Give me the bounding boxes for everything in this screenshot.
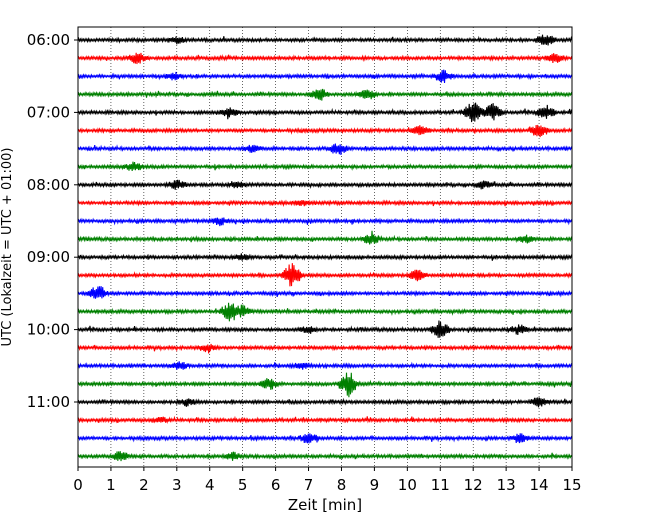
x-tick-label-11: 11 (431, 476, 450, 494)
y-tick-label-1: 07:00 (27, 103, 70, 121)
trace-1145 (77, 451, 573, 462)
y-axis-ticks: 06:00 07:00 08:00 09:00 10:00 11:00 (27, 31, 78, 411)
trace-0930 (77, 286, 573, 299)
trace-0830 (77, 217, 573, 227)
trace-0615 (77, 52, 573, 65)
trace-0800 (77, 179, 573, 190)
trace-1015 (77, 343, 573, 354)
trace-1030 (77, 361, 573, 370)
x-tick-label-15: 15 (562, 476, 581, 494)
x-tick-label-5: 5 (238, 476, 248, 494)
x-tick-label-7: 7 (304, 476, 314, 494)
seismic-traces (77, 34, 573, 462)
trace-0630 (77, 69, 573, 83)
trace-1045 (77, 372, 573, 398)
x-tick-label-12: 12 (464, 476, 483, 494)
trace-0745 (77, 161, 573, 172)
trace-0915 (77, 263, 573, 287)
x-tick-label-4: 4 (205, 476, 215, 494)
trace-0715 (77, 124, 573, 138)
x-tick-label-2: 2 (139, 476, 149, 494)
trace-0845 (77, 230, 573, 245)
trace-1100 (77, 397, 573, 408)
trace-1130 (77, 433, 573, 444)
y-tick-label-4: 10:00 (27, 321, 70, 339)
x-axis-ticks: 0 1 2 3 4 5 6 7 8 9 10 11 12 13 14 15 (73, 467, 582, 494)
x-tick-label-13: 13 (497, 476, 516, 494)
y-axis-label: UTC (Lokalzeit = UTC + 01:00) (0, 148, 15, 347)
vertical-grid (110, 27, 540, 467)
trace-0600 (77, 34, 573, 46)
x-axis-label: Zeit [min] (288, 496, 362, 514)
y-tick-label-0: 06:00 (27, 31, 70, 49)
trace-0815 (77, 199, 573, 208)
trace-0700 (77, 102, 573, 123)
plot-frame (77, 26, 573, 468)
trace-1000 (77, 320, 573, 338)
x-tick-label-3: 3 (172, 476, 182, 494)
trace-0900 (77, 253, 573, 262)
y-tick-label-3: 09:00 (27, 248, 70, 266)
x-tick-label-10: 10 (398, 476, 417, 494)
x-tick-label-14: 14 (530, 476, 549, 494)
x-tick-label-1: 1 (106, 476, 116, 494)
x-tick-label-6: 6 (271, 476, 281, 494)
y-tick-label-5: 11:00 (27, 393, 70, 411)
y-tick-label-2: 08:00 (27, 176, 70, 194)
trace-0945 (77, 302, 573, 322)
trace-0645 (77, 88, 573, 101)
x-tick-label-9: 9 (370, 476, 380, 494)
x-tick-label-0: 0 (73, 476, 83, 494)
trace-1115 (77, 415, 573, 424)
trace-0730 (77, 143, 573, 155)
x-tick-label-8: 8 (337, 476, 347, 494)
